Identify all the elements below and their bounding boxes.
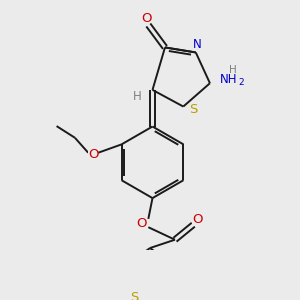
Text: N: N (193, 38, 202, 51)
Text: O: O (192, 213, 203, 226)
Text: NH: NH (220, 73, 237, 85)
Text: S: S (130, 290, 139, 300)
Text: O: O (141, 12, 152, 25)
Text: H: H (133, 90, 142, 103)
Text: O: O (136, 217, 147, 230)
Text: S: S (189, 103, 197, 116)
Text: O: O (88, 148, 98, 161)
Text: 2: 2 (239, 78, 244, 87)
Text: H: H (230, 65, 237, 75)
